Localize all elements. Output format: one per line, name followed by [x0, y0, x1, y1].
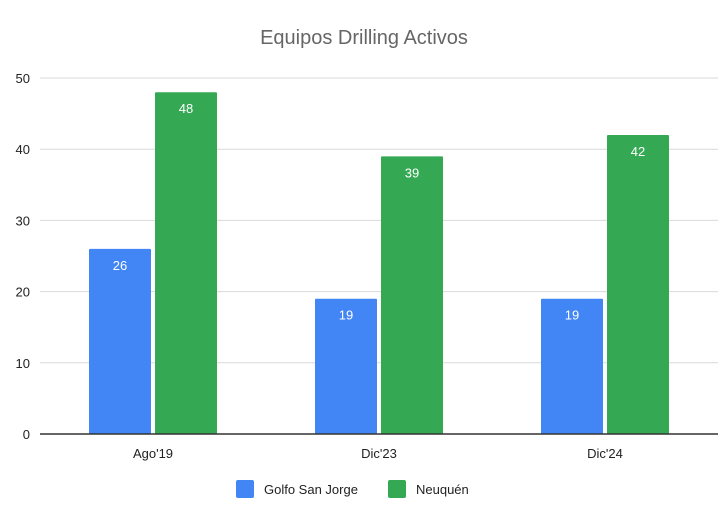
- y-tick-label: 20: [16, 285, 30, 300]
- legend-label: Golfo San Jorge: [264, 482, 358, 497]
- legend-swatch: [388, 480, 406, 498]
- bar-neuquen: [155, 92, 217, 435]
- data-label: 26: [113, 258, 127, 273]
- legend-swatch: [236, 480, 254, 498]
- y-axis-ticks: 0 10 20 30 40 50: [16, 71, 30, 442]
- x-tick-label: Ago'19: [133, 446, 173, 461]
- y-tick-label: 0: [23, 427, 30, 442]
- bars: [89, 92, 669, 435]
- bar-neuquen: [381, 156, 443, 434]
- chart-title: Equipos Drilling Activos: [260, 27, 468, 49]
- data-label: 19: [565, 308, 579, 323]
- data-label: 42: [631, 144, 645, 159]
- y-tick-label: 30: [16, 213, 30, 228]
- y-tick-label: 50: [16, 71, 30, 86]
- legend: Golfo San Jorge Neuquén: [236, 480, 469, 498]
- data-label: 48: [179, 101, 193, 116]
- bar-neuquen: [607, 134, 669, 434]
- legend-label: Neuquén: [416, 482, 469, 497]
- gridlines: [40, 77, 718, 364]
- bar-golfo-san-jorge: [89, 248, 151, 434]
- y-tick-label: 10: [16, 356, 30, 371]
- y-tick-label: 40: [16, 142, 30, 157]
- data-labels: 26 48 19 39 19 42: [113, 101, 645, 322]
- x-tick-label: Dic'23: [361, 446, 397, 461]
- bar-golfo-san-jorge: [541, 298, 603, 434]
- data-label: 39: [405, 165, 419, 180]
- x-axis-ticks: Ago'19 Dic'23 Dic'24: [133, 446, 623, 461]
- bar-golfo-san-jorge: [315, 298, 377, 434]
- x-tick-label: Dic'24: [587, 446, 623, 461]
- data-label: 19: [339, 308, 353, 323]
